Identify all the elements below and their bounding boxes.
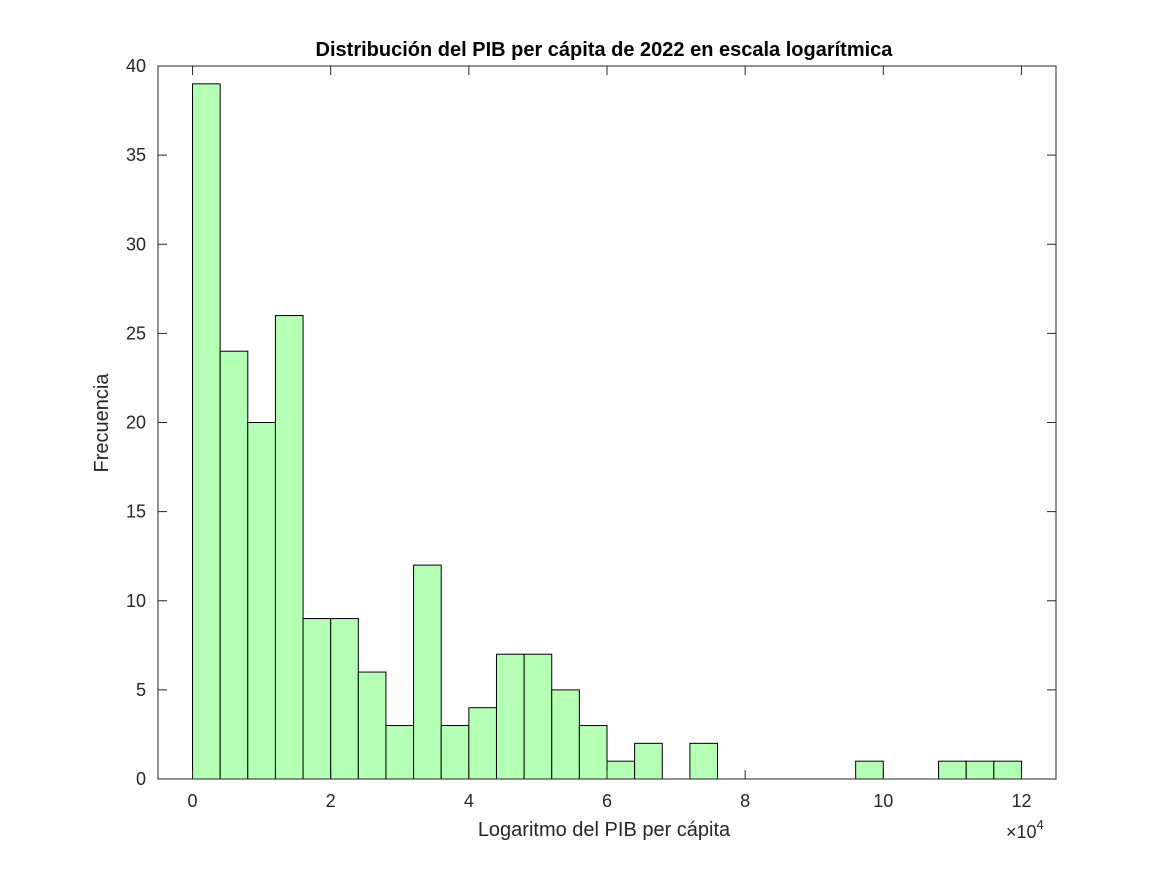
histogram-bar bbox=[357, 671, 387, 780]
chart-title: Distribución del PIB per cápita de 2022 … bbox=[316, 39, 894, 61]
histogram-bar bbox=[385, 725, 415, 780]
histogram-bar bbox=[495, 653, 525, 780]
histogram-bar bbox=[468, 707, 497, 780]
x-tick-label: 0 bbox=[188, 791, 198, 811]
histogram-bar bbox=[578, 725, 608, 780]
histogram-bar bbox=[274, 315, 304, 780]
y-tick-label: 20 bbox=[126, 413, 146, 433]
x-axis-label: Logaritmo del PIB per cápita bbox=[478, 819, 731, 841]
x-tick-label: 6 bbox=[602, 791, 612, 811]
histogram-bar bbox=[938, 760, 967, 780]
y-tick-label: 10 bbox=[126, 591, 146, 611]
histogram-bars bbox=[192, 83, 1022, 780]
histogram-bar bbox=[855, 760, 884, 780]
x-tick-label: 2 bbox=[326, 791, 336, 811]
y-tick-label: 35 bbox=[126, 145, 146, 165]
histogram-bar bbox=[965, 760, 995, 780]
histogram-bar bbox=[330, 618, 359, 780]
histogram-bar bbox=[993, 760, 1022, 780]
histogram-bar bbox=[302, 618, 332, 780]
histogram-bar bbox=[440, 725, 470, 780]
histogram-bar bbox=[606, 760, 636, 780]
y-tick-label: 5 bbox=[136, 680, 146, 700]
histogram-bar bbox=[634, 742, 663, 780]
y-axis-label: Frecuencia bbox=[91, 373, 113, 473]
x-axis-exponent-base: ×10 bbox=[1006, 822, 1037, 842]
y-tick-label: 25 bbox=[126, 323, 146, 343]
y-tick-label: 0 bbox=[136, 769, 146, 789]
x-tick-label: 12 bbox=[1011, 791, 1031, 811]
histogram-bar bbox=[413, 564, 442, 780]
axis-ticks: 0 2 4 6 8 10 12 0 5 10 15 20 25 30 35 40 bbox=[126, 56, 1056, 811]
histogram-bar bbox=[523, 653, 553, 780]
x-tick-label: 8 bbox=[740, 791, 750, 811]
x-tick-label: 4 bbox=[464, 791, 474, 811]
x-tick-label: 10 bbox=[873, 791, 893, 811]
x-axis-exponent-power: 4 bbox=[1037, 817, 1044, 832]
x-axis-exponent: ×104 bbox=[1006, 817, 1044, 842]
histogram-bar bbox=[689, 742, 719, 780]
histogram-bar bbox=[551, 689, 580, 780]
histogram-bar bbox=[247, 422, 276, 780]
y-tick-label: 15 bbox=[126, 502, 146, 522]
histogram-bar bbox=[219, 350, 249, 780]
y-tick-label: 40 bbox=[126, 56, 146, 76]
y-tick-label: 30 bbox=[126, 234, 146, 254]
histogram-bar bbox=[192, 83, 221, 780]
